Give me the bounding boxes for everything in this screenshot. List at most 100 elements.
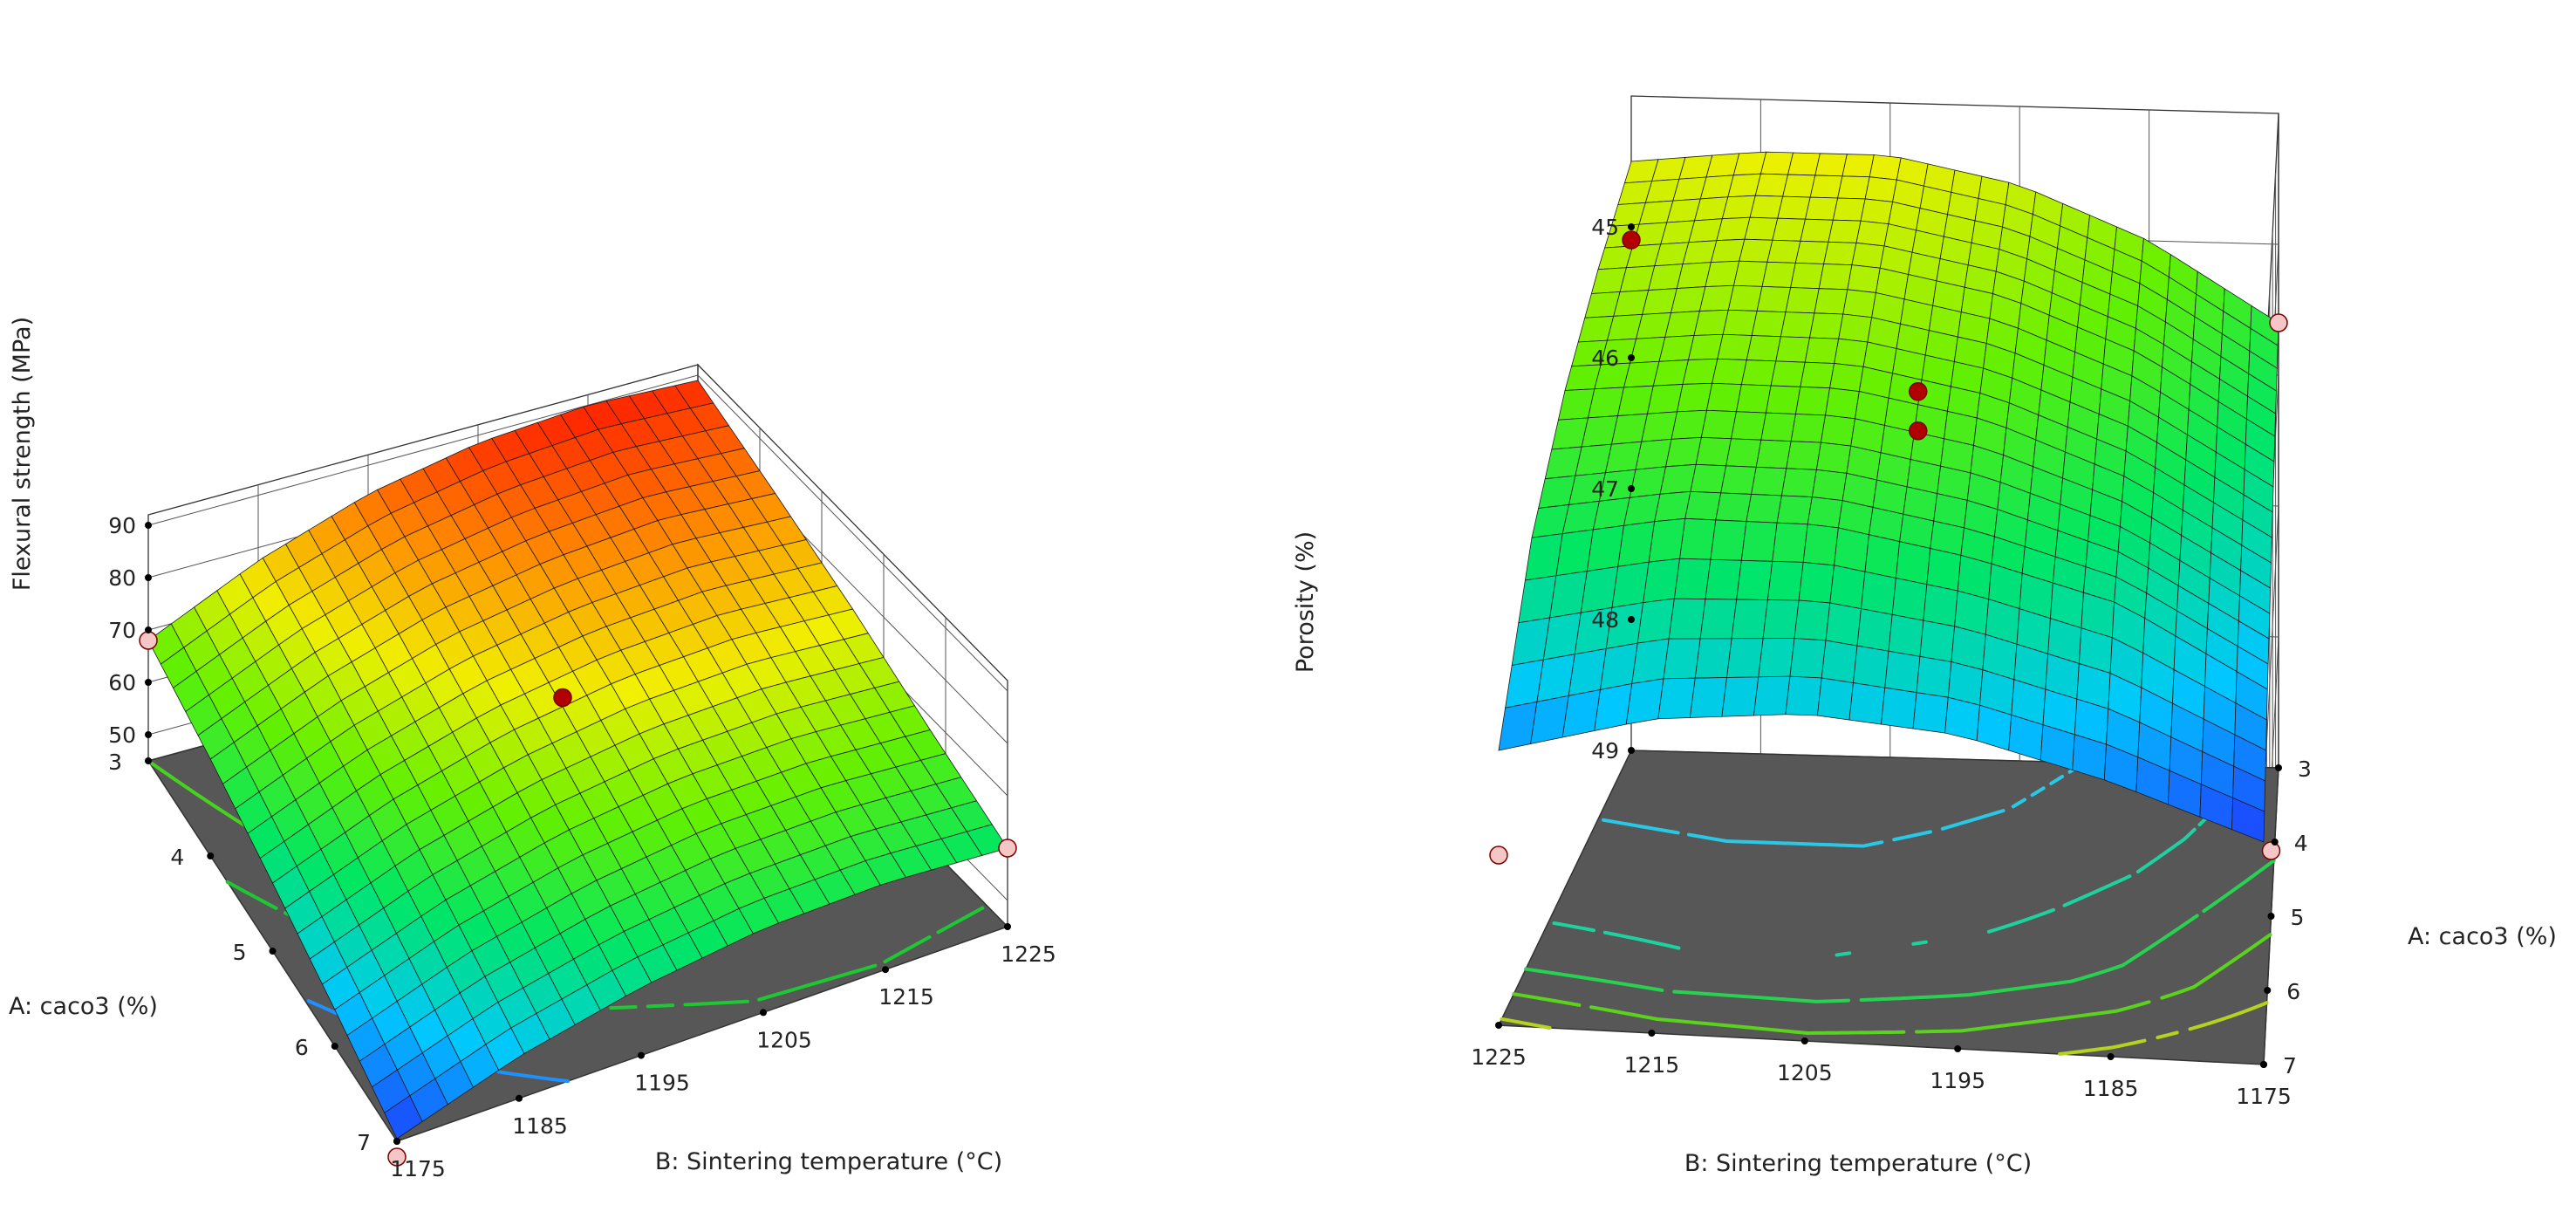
- z-tick-mark: [1628, 747, 1635, 754]
- a-tick-label: 6: [2286, 979, 2300, 1004]
- design-point: [1909, 382, 1928, 401]
- design-point: [553, 688, 572, 708]
- surface-facet: [1832, 197, 1866, 222]
- b-tick-label: 1205: [756, 1027, 812, 1052]
- a-tick-label: 4: [170, 845, 184, 870]
- b-tick-label: 1195: [634, 1071, 690, 1096]
- design-point: [2261, 841, 2281, 860]
- surface-facet: [1895, 541, 1931, 585]
- surface-facet: [1848, 682, 1886, 725]
- contour-line: [1512, 933, 2272, 1035]
- surface-facet: [1657, 677, 1696, 720]
- a-tick-label: 6: [295, 1035, 309, 1060]
- surface-facet: [1762, 599, 1800, 640]
- z-tick-mark: [145, 522, 152, 529]
- z-tick-mark: [1628, 354, 1635, 361]
- response-surface: [1498, 151, 2279, 843]
- wall-gridline: [697, 374, 1008, 692]
- surface-facet: [1923, 584, 1958, 627]
- surface-facet: [1753, 675, 1791, 716]
- surface-facet: [1751, 311, 1787, 338]
- surface-facet: [1821, 640, 1858, 684]
- surface-facet: [1851, 242, 1885, 269]
- surface-facet: [1816, 677, 1854, 721]
- b-tick-label: 1225: [1471, 1044, 1527, 1070]
- surface-facet: [1805, 196, 1839, 221]
- b-tick-label: 1195: [1930, 1068, 1985, 1093]
- surface-facet: [1884, 650, 1921, 694]
- surface-facet: [2231, 797, 2265, 843]
- b-tick-label: 1215: [1624, 1052, 1680, 1078]
- surface-facet: [1725, 638, 1764, 678]
- b-tick-label: 1205: [1777, 1060, 1833, 1085]
- surface-facet: [1732, 260, 1768, 287]
- surface-facet: [1829, 565, 1866, 610]
- surface-facet: [1673, 558, 1712, 599]
- b-tick-mark: [1648, 1030, 1656, 1037]
- a-tick-label: 5: [233, 940, 247, 965]
- surface-facet: [1825, 602, 1862, 647]
- design-points: [139, 631, 1017, 1167]
- a-tick-label: 4: [2294, 831, 2308, 856]
- surface-facet: [1881, 687, 1917, 729]
- surface-facet: [1780, 312, 1815, 339]
- contour-line: [1524, 859, 2276, 1003]
- surface-facet: [1710, 519, 1747, 561]
- surface-facet: [1758, 638, 1795, 678]
- surface-facet: [1772, 217, 1807, 242]
- design-point: [1489, 846, 1508, 865]
- z-tick-mark: [145, 574, 152, 581]
- a-tick-label: 3: [108, 750, 122, 775]
- surface-facet: [1861, 571, 1896, 615]
- surface-facet: [1766, 239, 1801, 264]
- wall-gridline: [147, 374, 699, 526]
- b-axis-title: B: Sintering temperature (°C): [655, 1148, 1002, 1175]
- surface-facet: [1785, 675, 1822, 716]
- design-point: [1909, 421, 1928, 441]
- surface-facet: [1828, 219, 1862, 243]
- surface-facet: [1811, 469, 1848, 502]
- surface-facet: [1860, 198, 1894, 225]
- surface-facet: [1794, 240, 1829, 264]
- b-tick-mark: [1004, 923, 1011, 930]
- surface-facet: [1694, 638, 1732, 679]
- design-point: [998, 839, 1017, 858]
- surface-facet: [1722, 309, 1758, 336]
- a-tick-label: 3: [2298, 757, 2312, 782]
- b-tick-mark: [882, 966, 889, 974]
- b-tick-label: 1185: [512, 1113, 568, 1139]
- z-tick-label: 70: [108, 618, 136, 643]
- surface-facet: [1790, 414, 1826, 443]
- z-tick-mark: [1628, 485, 1635, 492]
- a-tick-label: 7: [2283, 1053, 2297, 1078]
- z-axis-title: Porosity (%): [1292, 531, 1319, 673]
- surface-facet: [1912, 692, 1949, 734]
- surface-facet: [1802, 524, 1839, 566]
- a-tick-mark: [2271, 839, 2279, 846]
- surface-facet: [1770, 360, 1806, 387]
- a-tick-mark: [207, 852, 215, 859]
- surface-facet: [1834, 527, 1869, 572]
- surface-facet: [1818, 264, 1853, 291]
- a-tick-mark: [2267, 913, 2275, 920]
- surface-facet: [1864, 176, 1897, 202]
- surface-facet: [1755, 439, 1792, 469]
- surface-facet: [1825, 387, 1860, 420]
- contour-line: [1500, 1001, 2269, 1056]
- b-axis-title: B: Sintering temperature (°C): [1684, 1150, 2032, 1177]
- surface-facet: [1689, 677, 1727, 718]
- surface-facet: [1790, 262, 1825, 290]
- z-tick-mark: [1628, 616, 1635, 623]
- b-tick-mark: [1954, 1045, 1962, 1052]
- z-tick-mark: [145, 626, 152, 633]
- z-tick-mark: [145, 679, 152, 686]
- surface-facet: [1789, 638, 1827, 679]
- z-tick-mark: [145, 731, 152, 738]
- surface-facet: [1838, 313, 1873, 343]
- a-tick-mark: [2264, 987, 2272, 994]
- surface-facet: [1864, 534, 1901, 579]
- surface-facet: [1891, 578, 1928, 621]
- z-tick-label: 47: [1591, 476, 1619, 502]
- surface-facet: [1853, 645, 1889, 688]
